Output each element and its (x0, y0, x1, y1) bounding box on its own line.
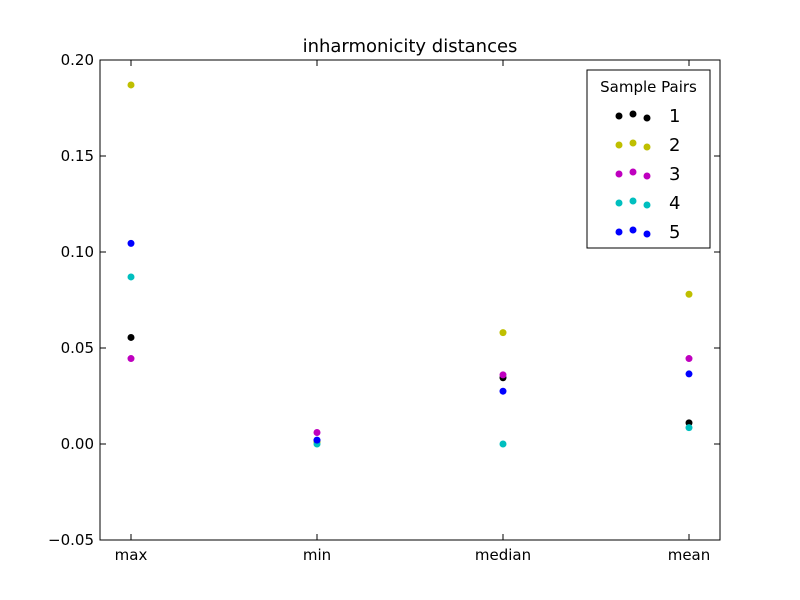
legend-marker-4 (643, 201, 651, 209)
legend-marker-2 (615, 141, 623, 149)
legend-label-5: 5 (669, 222, 680, 243)
point-series-5-median (499, 387, 507, 395)
point-series-1-max (127, 333, 135, 341)
legend-marker-4 (615, 199, 623, 207)
y-tick-label: 0.15 (61, 147, 94, 165)
point-series-5-max (127, 239, 135, 247)
x-tick-label-max: max (115, 546, 148, 564)
chart-title: inharmonicity distances (303, 36, 518, 57)
x-tick-label-min: min (303, 546, 331, 564)
legend-marker-5 (643, 230, 651, 238)
legend-marker-2 (643, 143, 651, 151)
legend-box (586, 69, 711, 249)
x-axis: max min median mean (115, 60, 711, 564)
point-series-3-min (313, 428, 321, 436)
point-series-3-median (499, 371, 507, 379)
point-series-3-mean (685, 355, 693, 363)
point-series-1-mean (685, 419, 693, 427)
legend-label-4: 4 (669, 193, 680, 214)
point-series-2-max (127, 81, 135, 89)
legend-marker-1 (643, 114, 651, 122)
legend-marker-5 (629, 226, 637, 234)
y-tick-label: −0.05 (48, 531, 94, 549)
legend-label-1: 1 (669, 106, 680, 127)
point-series-4-max (127, 273, 135, 281)
y-tick-label: 0.00 (61, 435, 94, 453)
point-series-2-median (499, 329, 507, 337)
point-series-2-mean (685, 290, 693, 298)
point-series-4-mean (685, 424, 693, 432)
point-series-3-max (127, 355, 135, 363)
legend-marker-4 (629, 197, 637, 205)
legend: Sample Pairs 1 2 3 4 5 (586, 69, 711, 249)
point-series-5-min (313, 436, 321, 444)
legend-marker-3 (643, 172, 651, 180)
y-tick-label: 0.10 (61, 243, 94, 261)
legend-marker-3 (615, 170, 623, 178)
x-tick-label-median: median (475, 546, 531, 564)
legend-title: Sample Pairs (600, 78, 697, 96)
legend-label-2: 2 (669, 135, 680, 156)
y-tick-label: 0.20 (61, 51, 94, 69)
legend-label-3: 3 (669, 164, 680, 185)
legend-marker-1 (629, 110, 637, 118)
legend-marker-2 (629, 139, 637, 147)
legend-marker-1 (615, 112, 623, 120)
point-series-4-median (499, 440, 507, 448)
data-points (127, 81, 693, 448)
point-series-5-mean (685, 370, 693, 378)
y-axis: 0.20 0.15 0.10 0.05 0.00 −0.05 (48, 51, 720, 549)
legend-marker-5 (615, 228, 623, 236)
y-tick-label: 0.05 (61, 339, 94, 357)
x-tick-label-mean: mean (668, 546, 711, 564)
legend-marker-3 (629, 168, 637, 176)
